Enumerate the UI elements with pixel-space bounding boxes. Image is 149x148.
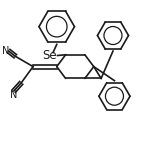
Text: Se: Se xyxy=(42,49,57,62)
Text: N: N xyxy=(10,90,18,100)
Text: N: N xyxy=(2,46,9,56)
